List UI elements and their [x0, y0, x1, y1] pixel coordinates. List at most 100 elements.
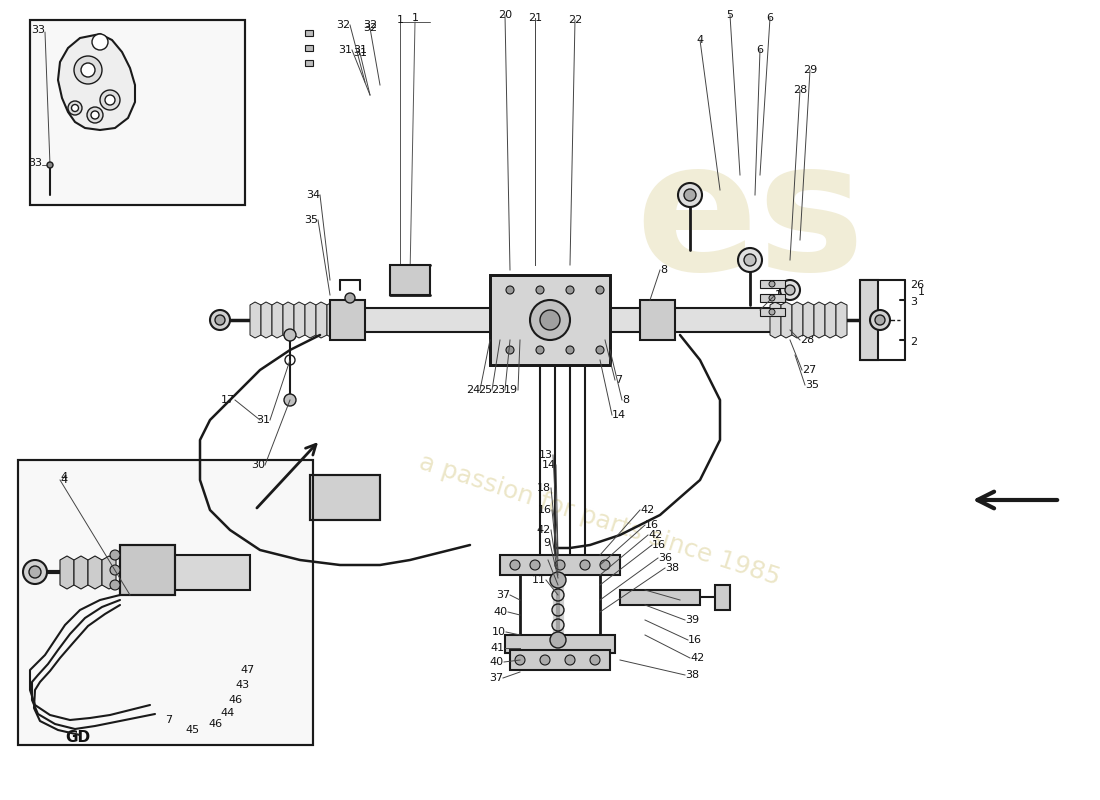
Text: 16: 16 — [688, 635, 702, 645]
Text: 7: 7 — [165, 715, 172, 725]
Text: 8: 8 — [621, 395, 629, 405]
Circle shape — [29, 566, 41, 578]
Bar — [640, 300, 675, 340]
Text: 22: 22 — [568, 15, 582, 25]
Circle shape — [870, 310, 890, 330]
Bar — [760, 294, 785, 302]
Text: 14: 14 — [612, 410, 626, 420]
Bar — [620, 590, 700, 605]
Text: 20: 20 — [498, 10, 513, 20]
Circle shape — [540, 655, 550, 665]
Text: a passion for parts since 1985: a passion for parts since 1985 — [417, 450, 783, 590]
Text: 31: 31 — [353, 45, 367, 55]
Text: 30: 30 — [251, 460, 265, 470]
Circle shape — [47, 162, 53, 168]
Circle shape — [506, 286, 514, 294]
Text: 35: 35 — [805, 380, 820, 390]
Circle shape — [104, 95, 116, 105]
Polygon shape — [327, 302, 338, 338]
Circle shape — [684, 189, 696, 201]
Text: 1: 1 — [411, 13, 418, 23]
Polygon shape — [102, 556, 116, 589]
Bar — [490, 275, 610, 365]
Circle shape — [596, 346, 604, 354]
Polygon shape — [825, 302, 836, 338]
Circle shape — [510, 560, 520, 570]
Circle shape — [600, 560, 610, 570]
Circle shape — [530, 300, 570, 340]
Text: 45: 45 — [185, 725, 199, 735]
Text: 42: 42 — [690, 653, 704, 663]
Text: 29: 29 — [803, 65, 817, 75]
Text: 31: 31 — [338, 45, 352, 55]
Text: 38: 38 — [666, 563, 679, 573]
Text: 18: 18 — [537, 483, 551, 493]
Text: 27: 27 — [802, 365, 816, 375]
Text: 47: 47 — [240, 665, 254, 675]
Bar — [510, 650, 610, 670]
Text: 32: 32 — [336, 20, 350, 30]
Circle shape — [580, 560, 590, 570]
Bar — [30, 20, 245, 205]
Circle shape — [536, 346, 544, 354]
Bar — [330, 300, 365, 340]
Text: 33: 33 — [28, 158, 42, 168]
Text: 37: 37 — [488, 673, 503, 683]
Circle shape — [566, 286, 574, 294]
Text: 13: 13 — [539, 450, 553, 460]
Text: 44: 44 — [220, 708, 234, 718]
Text: 24: 24 — [465, 385, 480, 395]
Circle shape — [506, 346, 514, 354]
Circle shape — [81, 63, 95, 77]
Text: 26: 26 — [910, 280, 924, 290]
Text: 14: 14 — [542, 460, 556, 470]
Polygon shape — [74, 556, 88, 589]
Circle shape — [68, 101, 82, 115]
Text: 23: 23 — [491, 385, 505, 395]
Bar — [30, 20, 245, 205]
Circle shape — [110, 580, 120, 590]
Text: 42: 42 — [537, 525, 551, 535]
Text: 31: 31 — [353, 48, 367, 58]
Polygon shape — [770, 302, 781, 338]
Text: 40: 40 — [494, 607, 508, 617]
Text: 31: 31 — [256, 415, 270, 425]
Circle shape — [874, 315, 886, 325]
Bar — [760, 308, 785, 316]
Bar — [500, 555, 620, 575]
Text: 12: 12 — [534, 555, 548, 565]
Text: 1: 1 — [396, 15, 404, 25]
Circle shape — [769, 295, 776, 301]
Polygon shape — [60, 556, 74, 589]
Polygon shape — [58, 34, 135, 130]
Text: 37: 37 — [496, 590, 510, 600]
Circle shape — [769, 281, 776, 287]
Text: 32: 32 — [363, 23, 377, 33]
Text: 2: 2 — [910, 337, 917, 347]
Text: 40: 40 — [490, 657, 504, 667]
Text: 8: 8 — [660, 265, 667, 275]
Polygon shape — [305, 302, 316, 338]
Circle shape — [210, 310, 230, 330]
Circle shape — [785, 285, 795, 295]
Circle shape — [23, 560, 47, 584]
Circle shape — [590, 655, 600, 665]
Text: 9: 9 — [543, 538, 550, 548]
Text: 11: 11 — [532, 575, 546, 585]
Text: 10: 10 — [492, 627, 506, 637]
Text: 19: 19 — [504, 385, 518, 395]
Circle shape — [780, 280, 800, 300]
Circle shape — [540, 310, 560, 330]
Text: GD: GD — [65, 730, 90, 746]
Bar — [390, 265, 430, 295]
Polygon shape — [316, 302, 327, 338]
Bar — [18, 460, 314, 745]
Text: 36: 36 — [658, 553, 672, 563]
Bar — [310, 308, 790, 332]
Text: 35: 35 — [304, 215, 318, 225]
Polygon shape — [803, 302, 814, 338]
Text: 25: 25 — [477, 385, 492, 395]
Circle shape — [550, 632, 566, 648]
Text: 3: 3 — [910, 297, 917, 307]
Polygon shape — [781, 302, 792, 338]
